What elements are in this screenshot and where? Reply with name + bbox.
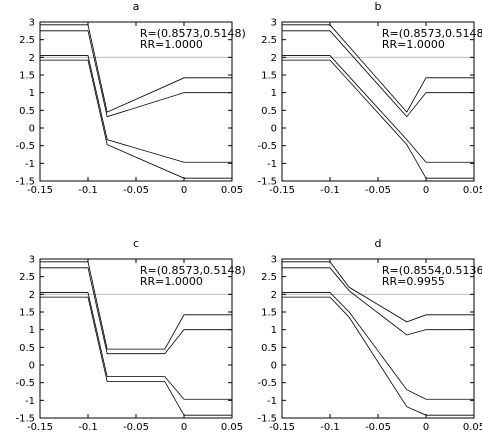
series-line-3 bbox=[40, 292, 232, 400]
y-tick-label: 2.5 bbox=[19, 272, 35, 283]
annotation-text: RR=1.0000 bbox=[382, 38, 445, 51]
y-tick-label: -0.5 bbox=[15, 378, 35, 389]
y-tick-label: 2 bbox=[29, 53, 35, 64]
x-tick-label: 0 bbox=[423, 185, 429, 196]
series-line-2 bbox=[40, 30, 232, 118]
y-tick-label: 1.5 bbox=[261, 71, 277, 82]
y-tick-label: -1 bbox=[267, 159, 277, 170]
panel-title: b bbox=[375, 0, 382, 13]
y-tick-label: 3 bbox=[29, 18, 35, 29]
y-tick-label: 0 bbox=[29, 361, 35, 372]
y-tick-label: 2.5 bbox=[261, 35, 277, 46]
x-tick-label: -0.1 bbox=[78, 185, 98, 196]
series-line-1 bbox=[40, 24, 232, 113]
y-tick-label: 1.5 bbox=[19, 308, 35, 319]
series-line-1 bbox=[282, 24, 474, 113]
x-tick-label: -0.15 bbox=[27, 422, 53, 433]
x-tick-label: 0 bbox=[181, 422, 187, 433]
x-tick-label: -0.15 bbox=[27, 185, 53, 196]
y-tick-label: 0.5 bbox=[19, 106, 35, 117]
y-tick-label: -0.5 bbox=[257, 141, 277, 152]
x-tick-label: -0.1 bbox=[78, 422, 98, 433]
y-tick-label: -1.5 bbox=[257, 414, 277, 425]
x-tick-label: 0 bbox=[423, 422, 429, 433]
series-line-4 bbox=[40, 296, 232, 416]
x-tick-label: -0.05 bbox=[365, 422, 391, 433]
y-tick-label: 3 bbox=[29, 255, 35, 266]
plot-frame bbox=[281, 21, 475, 182]
annotation-text: R=(0.8573,0.5148) bbox=[140, 264, 246, 277]
annotation-text: RR=0.9955 bbox=[382, 275, 445, 288]
y-tick-label: 1.5 bbox=[261, 308, 277, 319]
plot-frame bbox=[39, 258, 233, 419]
x-tick-label: -0.1 bbox=[320, 185, 340, 196]
panel-b: 3 2.5 2 1.5 1 0.5 0 -0.5 -1 -1.5-0.15 -0.1 -0.05 0 0.… bbox=[257, 0, 482, 196]
annotation-text: R=(0.8554,0.5136) bbox=[382, 264, 482, 277]
y-tick-label: 0 bbox=[271, 124, 277, 135]
plot-frame bbox=[281, 258, 475, 419]
y-tick-label: 2.5 bbox=[261, 272, 277, 283]
y-tick-label: 0.5 bbox=[261, 343, 277, 354]
y-tick-label: 2 bbox=[29, 290, 35, 301]
x-tick-label: -0.05 bbox=[365, 185, 391, 196]
annotation-text: RR=1.0000 bbox=[140, 38, 203, 51]
y-tick-label: -1.5 bbox=[15, 414, 35, 425]
y-tick-label: -0.5 bbox=[15, 141, 35, 152]
y-tick-label: -0.5 bbox=[257, 378, 277, 389]
panel-a: 3 2.5 2 1.5 1 0.5 0 -0.5 -1 -1.5-0.15 -0.1 -0.05 0 0.… bbox=[15, 0, 245, 196]
y-tick-label: 0.5 bbox=[19, 343, 35, 354]
x-tick-label: -0.15 bbox=[269, 422, 295, 433]
series-line-1 bbox=[282, 261, 474, 323]
y-tick-label: 3 bbox=[271, 255, 277, 266]
y-tick-label: 1 bbox=[29, 88, 35, 99]
annotation-text: R=(0.8573,0.5148) bbox=[140, 27, 246, 40]
y-tick-label: -1 bbox=[25, 396, 35, 407]
x-tick-label: 0.05 bbox=[463, 185, 482, 196]
x-tick-label: 0 bbox=[181, 185, 187, 196]
series-line-2 bbox=[282, 267, 474, 336]
x-tick-label: 0.05 bbox=[221, 185, 243, 196]
series-line-3 bbox=[282, 55, 474, 163]
series-line-2 bbox=[40, 267, 232, 355]
series-line-4 bbox=[40, 59, 232, 179]
x-tick-label: -0.05 bbox=[123, 422, 149, 433]
series-line-4 bbox=[282, 59, 474, 179]
y-tick-label: 2 bbox=[271, 53, 277, 64]
y-tick-label: 1 bbox=[29, 325, 35, 336]
x-tick-label: -0.1 bbox=[320, 422, 340, 433]
y-tick-label: -1.5 bbox=[15, 177, 35, 188]
annotation-text: RR=1.0000 bbox=[140, 275, 203, 288]
y-tick-label: 1.5 bbox=[19, 71, 35, 82]
y-tick-label: 1 bbox=[271, 88, 277, 99]
y-tick-label: 2.5 bbox=[19, 35, 35, 46]
y-tick-label: 0 bbox=[29, 124, 35, 135]
panel-title: c bbox=[133, 237, 139, 250]
x-tick-label: 0.05 bbox=[221, 422, 243, 433]
y-tick-label: -1 bbox=[267, 396, 277, 407]
series-line-4 bbox=[282, 296, 474, 416]
y-tick-label: 0.5 bbox=[261, 106, 277, 117]
panel-d: 3 2.5 2 1.5 1 0.5 0 -0.5 -1 -1.5-0.15 -0.1 -0.05 0 0.… bbox=[257, 237, 482, 433]
y-tick-label: -1.5 bbox=[257, 177, 277, 188]
x-tick-label: -0.05 bbox=[123, 185, 149, 196]
series-line-1 bbox=[40, 261, 232, 350]
x-tick-label: 0.05 bbox=[463, 422, 482, 433]
panel-title: d bbox=[375, 237, 382, 250]
panel-c: 3 2.5 2 1.5 1 0.5 0 -0.5 -1 -1.5-0.15 -0.1 -0.05 0 0.… bbox=[15, 237, 245, 433]
y-tick-label: 1 bbox=[271, 325, 277, 336]
y-tick-label: 0 bbox=[271, 361, 277, 372]
x-tick-label: -0.15 bbox=[269, 185, 295, 196]
series-line-2 bbox=[282, 30, 474, 118]
y-tick-label: -1 bbox=[25, 159, 35, 170]
annotation-text: R=(0.8573,0.5148) bbox=[382, 27, 482, 40]
series-line-3 bbox=[282, 292, 474, 400]
y-tick-label: 3 bbox=[271, 18, 277, 29]
y-tick-label: 2 bbox=[271, 290, 277, 301]
panel-title: a bbox=[133, 0, 140, 13]
series-line-3 bbox=[40, 55, 232, 163]
